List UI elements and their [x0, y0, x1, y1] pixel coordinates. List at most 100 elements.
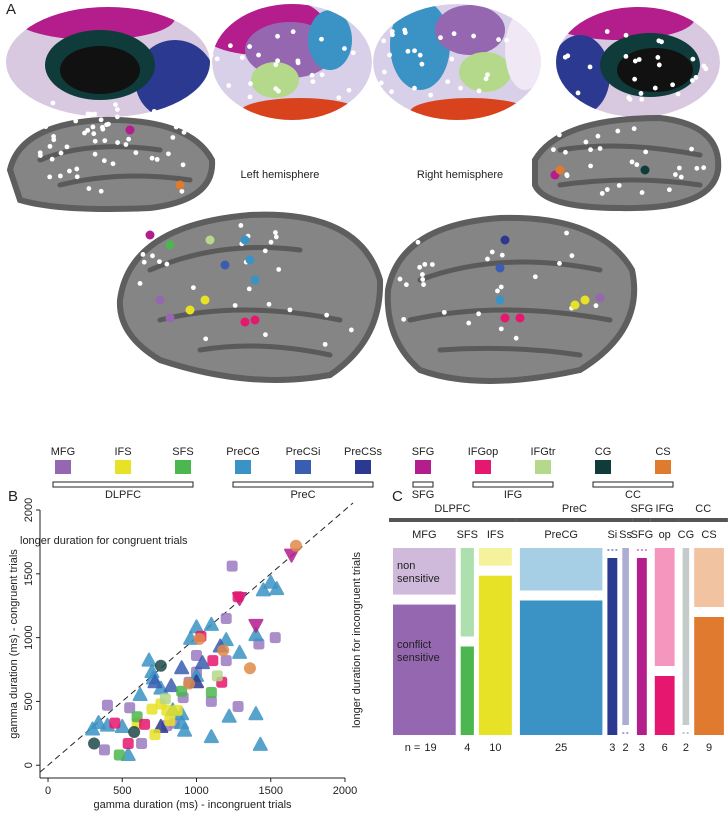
electrode	[114, 114, 120, 120]
electrode	[228, 43, 233, 49]
electrode	[652, 85, 658, 91]
electrode-colored	[250, 275, 260, 285]
electrode	[587, 64, 593, 70]
electrode	[102, 138, 108, 144]
brain-lateral-right	[373, 4, 541, 120]
point	[189, 619, 205, 634]
point	[98, 744, 110, 756]
electrode	[238, 223, 244, 228]
electrode	[247, 94, 253, 100]
electrode	[47, 143, 53, 149]
point	[207, 655, 219, 667]
electrode-colored	[165, 240, 175, 250]
electrode	[88, 111, 94, 117]
point	[124, 702, 136, 714]
electrode	[557, 260, 562, 266]
electrode	[390, 32, 395, 38]
electrode	[615, 128, 621, 134]
point	[113, 749, 125, 761]
panel-label: A	[6, 1, 16, 18]
electrode	[597, 146, 603, 151]
point	[232, 644, 248, 659]
electrode	[295, 60, 301, 66]
electrode	[290, 29, 296, 35]
electrode-colored	[515, 313, 525, 323]
electrode	[441, 309, 447, 315]
point	[183, 677, 196, 690]
electrode	[689, 146, 694, 152]
electrode	[90, 124, 96, 130]
legend-group-label: DLPFC	[105, 489, 141, 501]
x-tick-label: 500	[113, 785, 131, 797]
column-label: SFG	[631, 529, 654, 541]
electrode	[429, 262, 435, 267]
non-sensitive-segment	[694, 548, 724, 607]
electrode-colored	[145, 230, 155, 240]
point	[269, 581, 285, 596]
electrode	[387, 52, 393, 58]
electrode-colored	[595, 293, 605, 303]
x-tick-label: 0	[45, 785, 51, 797]
electrode	[309, 72, 315, 78]
segment-label: conflict	[397, 639, 431, 651]
electrode	[656, 62, 662, 68]
legend-bracket	[472, 481, 554, 488]
point	[248, 618, 264, 633]
electrode	[275, 33, 280, 39]
electrode	[248, 81, 253, 87]
electrode	[173, 124, 179, 130]
electrode	[632, 58, 638, 64]
brain-medial-left	[6, 7, 210, 117]
electrode-colored	[240, 235, 250, 245]
electrode	[562, 54, 568, 60]
electrode	[226, 83, 232, 88]
point	[205, 686, 217, 698]
electrode	[451, 31, 457, 37]
electrode	[174, 222, 180, 228]
electrode	[58, 150, 64, 156]
point	[171, 704, 183, 716]
electrode	[485, 72, 490, 78]
x-tick-label: 1000	[184, 785, 208, 797]
electrode	[643, 149, 649, 155]
group-label: SFG	[631, 503, 654, 515]
point	[255, 582, 271, 597]
electrode	[422, 261, 428, 267]
point	[146, 703, 158, 715]
electrode	[623, 32, 629, 38]
legend-label: PreCG	[226, 446, 260, 458]
electrode	[701, 63, 707, 69]
electrode	[232, 303, 238, 308]
electrode	[599, 191, 605, 196]
column-label: IFS	[487, 529, 504, 541]
n-label: 3	[639, 742, 645, 754]
electrode	[221, 96, 226, 102]
electrode	[420, 272, 425, 277]
electrode	[123, 142, 129, 147]
electrode	[98, 188, 104, 194]
group-label: DLPFC	[434, 503, 470, 515]
electrode	[86, 186, 92, 191]
point	[177, 722, 193, 737]
legend-group-label: CC	[625, 489, 641, 501]
group-label: IFG	[656, 503, 674, 515]
electrode	[141, 259, 147, 265]
electrode	[629, 159, 635, 165]
electrode	[98, 117, 104, 123]
point	[194, 655, 210, 670]
electrode-colored	[185, 305, 195, 315]
electrode	[92, 111, 98, 117]
electrode	[636, 57, 642, 62]
electrode	[401, 316, 407, 322]
electrode	[164, 261, 170, 267]
legend-label: SFS	[172, 446, 193, 458]
electrode	[336, 95, 342, 101]
brain-lateral-left	[212, 4, 372, 120]
point	[131, 711, 143, 723]
point	[139, 718, 151, 730]
legend-swatch	[175, 460, 191, 474]
group-bar	[389, 518, 516, 522]
electrode-colored	[580, 295, 590, 305]
electrode	[496, 37, 501, 42]
point	[289, 539, 302, 552]
